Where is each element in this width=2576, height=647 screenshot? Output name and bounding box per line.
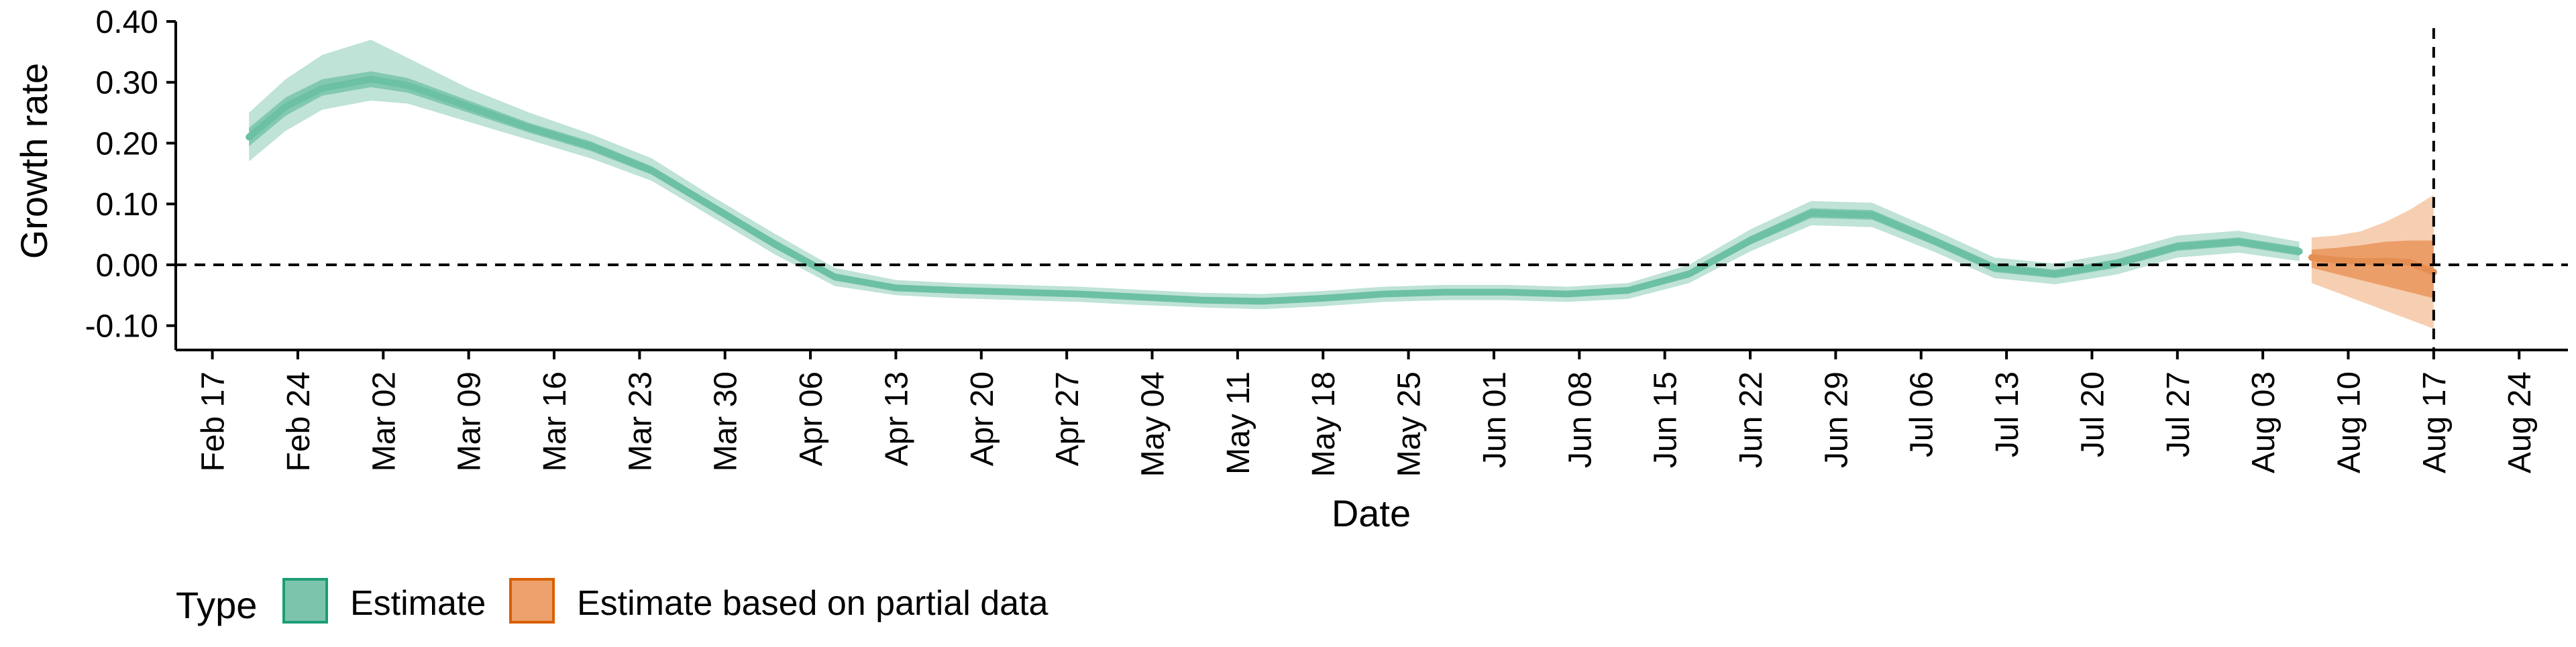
x-tick-label: Feb 24 [281, 371, 317, 471]
legend-title: Type [176, 584, 257, 626]
x-tick-label: Apr 06 [794, 371, 829, 466]
x-tick-label: May 04 [1136, 371, 1171, 477]
x-tick-label: May 18 [1306, 371, 1342, 477]
y-tick-label: 0.30 [96, 66, 158, 101]
legend-key-partial [509, 578, 555, 624]
y-tick-label: 0.20 [96, 126, 158, 162]
x-tick-label: Jun 08 [1562, 371, 1598, 468]
axes-layer: -0.10 0.00 0.10 0.20 0.30 0.40 Feb 17 Feb 24 Mar… [85, 5, 2568, 477]
x-tick-label: May 25 [1392, 371, 1428, 477]
x-tick-label: Mar 30 [708, 371, 744, 471]
ci50-band-partial [2311, 240, 2434, 298]
legend: Type Estimate Estimate based on partial … [176, 578, 1049, 626]
y-tick-label: -0.10 [85, 309, 158, 345]
x-tick-label: Jul 13 [1990, 371, 2025, 457]
x-tick-label: Apr 20 [965, 371, 1000, 466]
x-tick-label: Jul 20 [2075, 371, 2110, 457]
x-tick-label: Aug 10 [2332, 371, 2367, 473]
y-tick-label: 0.00 [96, 248, 158, 284]
labels-layer: Growth rate Date [13, 63, 1411, 534]
x-tick-label: Mar 16 [537, 371, 573, 471]
median-line-estimate [246, 76, 2303, 305]
x-tick-label: Jul 06 [1904, 371, 1940, 457]
y-tick-label: 0.10 [96, 187, 158, 223]
x-tick-label: Apr 27 [1050, 371, 1085, 466]
ci-bands-layer [249, 40, 2434, 329]
x-tick-label: Mar 09 [452, 371, 488, 471]
x-tick-label: Jun 22 [1733, 371, 1769, 468]
reference-lines-layer [176, 28, 2568, 350]
median-lines-layer [246, 76, 2437, 305]
x-tick-label: Aug 17 [2417, 371, 2453, 473]
legend-key-estimate [282, 578, 328, 624]
x-tick-label: Apr 13 [879, 371, 914, 466]
x-tick-label: Jul 27 [2161, 371, 2196, 457]
legend-label-partial: Estimate based on partial data [577, 584, 1049, 623]
x-tick-label: Jun 29 [1819, 371, 1854, 468]
x-tick-label: Feb 17 [196, 371, 231, 471]
x-tick-label: Aug 24 [2502, 371, 2538, 473]
x-tick-label: Mar 23 [623, 371, 658, 471]
x-tick-label: Aug 03 [2246, 371, 2282, 473]
y-axis-title: Growth rate [13, 63, 55, 259]
legend-label-estimate: Estimate [350, 584, 486, 623]
x-tick-label: May 11 [1221, 371, 1256, 475]
x-tick-label: Jun 01 [1477, 371, 1513, 468]
ci90-band-estimate [249, 40, 2300, 310]
x-tick-label: Jun 15 [1648, 371, 1684, 468]
x-axis-title: Date [1332, 492, 1411, 534]
y-tick-label: 0.40 [96, 5, 158, 40]
x-tick-label: Mar 02 [366, 371, 402, 471]
